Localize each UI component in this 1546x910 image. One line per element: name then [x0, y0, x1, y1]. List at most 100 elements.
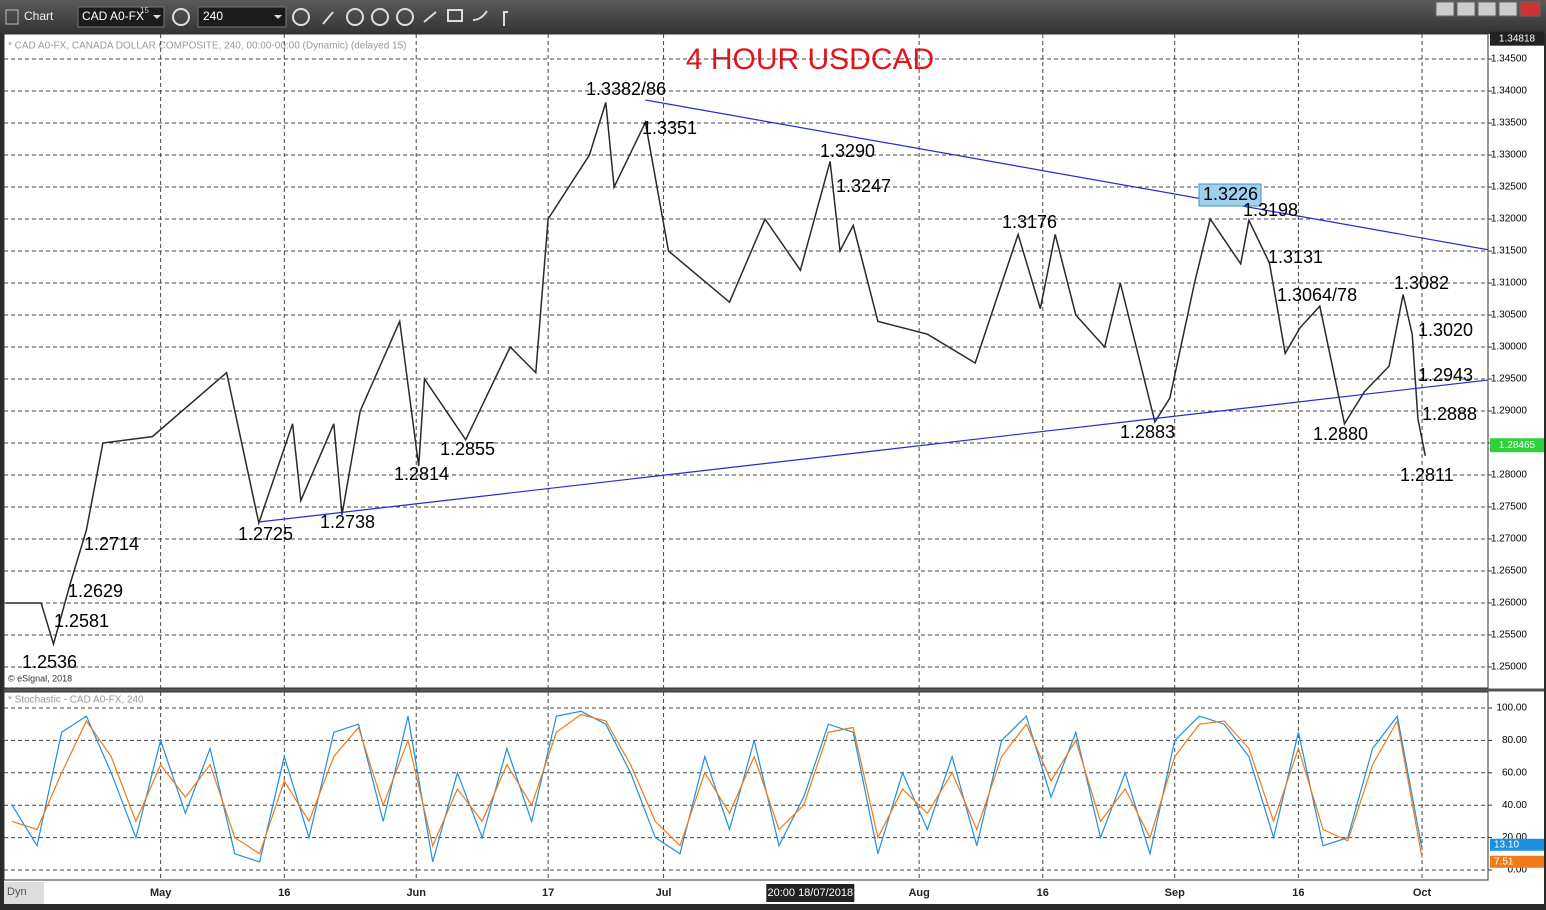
- y-tick-label: 1.31500: [1491, 246, 1528, 257]
- annotation: 1.2888: [1422, 404, 1477, 424]
- y-tick-label: 1.34000: [1491, 86, 1528, 97]
- price-line: [5, 102, 1427, 647]
- dyn-label[interactable]: Dyn: [7, 886, 27, 898]
- y-tick-label: 1.30500: [1491, 310, 1528, 321]
- annotation: 1.2880: [1313, 424, 1368, 444]
- annotation: 1.3290: [820, 141, 875, 161]
- crosshair-box: [766, 884, 855, 902]
- y-tick-label: 1.25000: [1491, 662, 1528, 673]
- annotation: 1.2855: [440, 439, 495, 459]
- comment-icon[interactable]: [447, 9, 463, 22]
- high-marker-box: [1490, 31, 1544, 46]
- draw-icon[interactable]: [346, 8, 364, 26]
- annotation: 1.3198: [1243, 200, 1298, 220]
- maximize-button[interactable]: [1498, 1, 1518, 17]
- annotation: 1.2629: [68, 581, 123, 601]
- y-tick-label: 1.33500: [1491, 118, 1528, 129]
- x-tick-label: Oct: [1413, 887, 1432, 899]
- y-tick-label: 1.27000: [1491, 534, 1528, 545]
- stochastic-panel: [3, 691, 1489, 881]
- y-tick-label: 60.00: [1502, 767, 1527, 778]
- window-icon: [5, 9, 19, 25]
- stochastic-last-label: 7.51: [1494, 856, 1514, 867]
- stochastic-last-label: 13.10: [1494, 839, 1519, 850]
- facebook-icon[interactable]: [503, 11, 508, 26]
- symbol-box[interactable]: [77, 6, 165, 28]
- link-icon[interactable]: [423, 11, 437, 23]
- annotation: 1.3176: [1002, 212, 1057, 232]
- play-icon[interactable]: [371, 8, 389, 26]
- annotation: 1.2814: [394, 464, 449, 484]
- menu-button[interactable]: [1456, 1, 1476, 17]
- annotation: 1.2725: [238, 524, 293, 544]
- y-tick-label: 1.27500: [1491, 502, 1528, 513]
- trendline: [258, 379, 1489, 523]
- x-tick-label: Jun: [406, 887, 426, 899]
- y-tick-label: 20.00: [1502, 832, 1527, 843]
- x-tick-label: May: [150, 887, 172, 899]
- settings-icon[interactable]: [172, 8, 190, 26]
- y-tick-label: 1.30000: [1491, 342, 1528, 353]
- x-tick-label: 17: [542, 887, 554, 899]
- y-tick-label: 100.00: [1496, 703, 1527, 714]
- stochastic-title: * Stochastic - CAD A0-FX, 240: [8, 695, 144, 706]
- annotation: 1.3082: [1394, 273, 1449, 293]
- x-tick-label: 16: [1037, 887, 1049, 899]
- dropdown-arrow[interactable]: [153, 15, 161, 19]
- annotation: 1.3247: [836, 176, 891, 196]
- pen-icon[interactable]: [322, 11, 334, 25]
- alert-icon[interactable]: [396, 8, 414, 26]
- help-button[interactable]: [1435, 1, 1455, 17]
- y-tick-label: 40.00: [1502, 800, 1527, 811]
- crosshair-label: 20:00 18/07/2018: [767, 887, 853, 899]
- y-tick-label: 1.25500: [1491, 630, 1528, 641]
- y-tick-label: 80.00: [1502, 735, 1527, 746]
- annotation: 1.2714: [84, 534, 139, 554]
- minimize-button[interactable]: [1477, 1, 1497, 17]
- price-panel: [3, 33, 1489, 689]
- clock-icon[interactable]: [292, 8, 310, 26]
- annotation: 1.3382/86: [586, 79, 666, 99]
- y-tick-label: 0.00: [1508, 865, 1528, 876]
- stochastic-last-box: [1490, 855, 1544, 868]
- y-tick-label: 1.31000: [1491, 278, 1528, 289]
- dropdown-arrow[interactable]: [274, 15, 282, 19]
- annotation: 1.2811: [1400, 465, 1454, 485]
- x-tick-label: Jul: [656, 887, 672, 899]
- credit: © eSignal, 2018: [8, 673, 72, 683]
- y-tick-label: 1.34500: [1491, 54, 1528, 65]
- symbol[interactable]: CAD A0-FX: [82, 9, 144, 23]
- y-tick-label: 1.29500: [1491, 374, 1528, 385]
- twitter-icon[interactable]: [472, 10, 488, 21]
- x-tick-label: 16: [1292, 887, 1304, 899]
- chart-area: [4, 34, 1544, 904]
- toolbar-icons: [292, 8, 508, 26]
- y-tick-label: 1.28000: [1491, 470, 1528, 481]
- y-tick-label: 1.32000: [1491, 214, 1528, 225]
- interval-box[interactable]: [197, 6, 287, 28]
- toolbar-title: Chart: [24, 9, 54, 23]
- annotation-highlight: [1198, 183, 1262, 207]
- dyn-box[interactable]: [4, 882, 44, 904]
- annotation: 1.2943: [1418, 365, 1473, 385]
- annotation: 1.2581: [54, 611, 109, 631]
- x-tick-label: Aug: [908, 887, 929, 899]
- y-tick-label: 1.33000: [1491, 150, 1528, 161]
- x-tick-label: Sep: [1165, 887, 1185, 899]
- stochastic-last-box: [1490, 838, 1544, 851]
- annotation: 1.2738: [320, 512, 375, 532]
- y-tick-label: 1.32500: [1491, 182, 1528, 193]
- annotation: 1.3131: [1268, 247, 1323, 267]
- last-price-label: 1.28465: [1499, 440, 1536, 451]
- x-tick-label: 16: [278, 887, 290, 899]
- close-button[interactable]: [1519, 1, 1541, 17]
- annotation: 1.3226: [1203, 184, 1258, 204]
- y-tick-label: 1.26000: [1491, 598, 1528, 609]
- trendline: [645, 99, 1489, 251]
- annotation: 1.3064/78: [1277, 285, 1357, 305]
- window-buttons: [1435, 1, 1541, 17]
- annotation: 1.3351: [642, 118, 697, 138]
- interval[interactable]: 240: [203, 9, 223, 23]
- y-tick-label: 1.26500: [1491, 566, 1528, 577]
